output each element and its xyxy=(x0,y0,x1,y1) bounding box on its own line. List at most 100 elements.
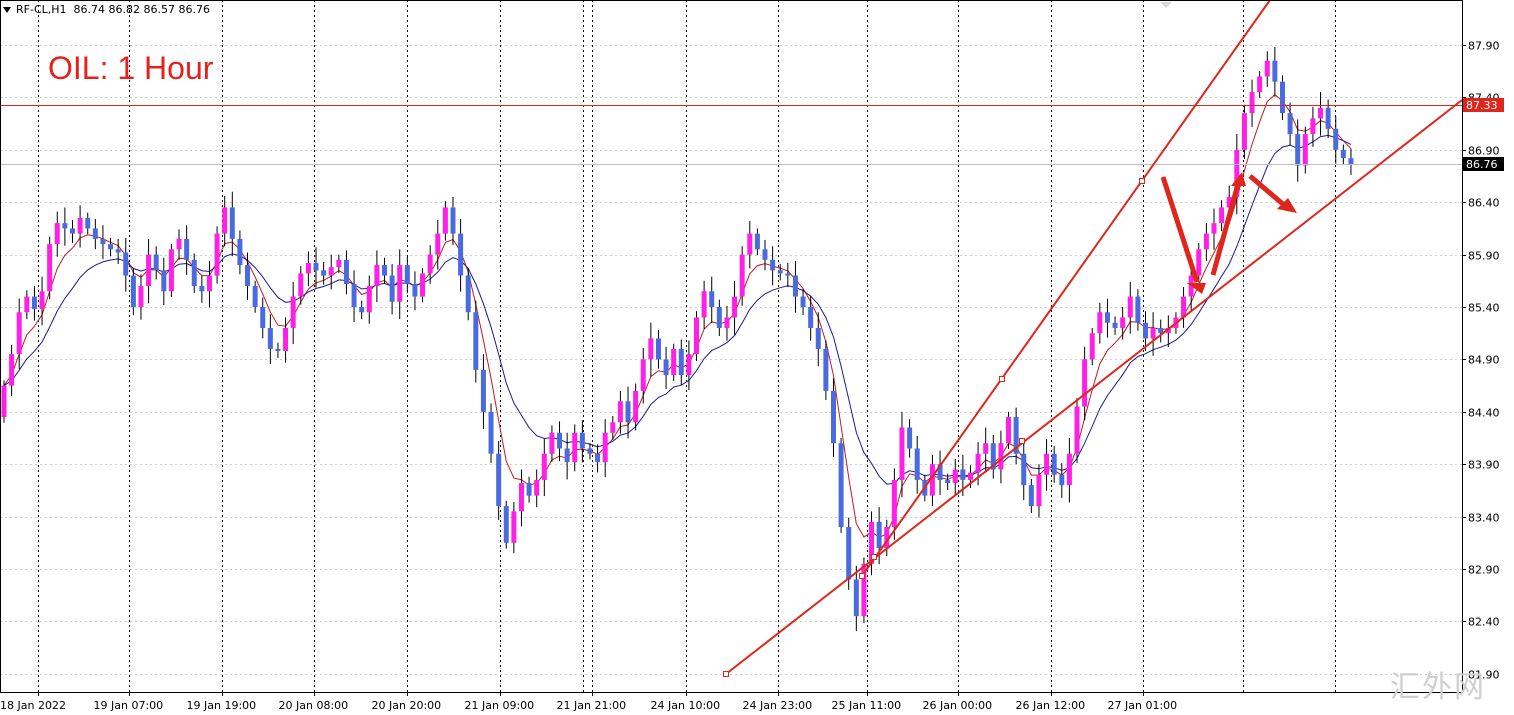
bear-candle xyxy=(945,479,951,484)
bull-candle xyxy=(366,286,372,313)
bear-candle xyxy=(1272,60,1278,82)
bull-candle xyxy=(1127,296,1133,318)
bull-candle xyxy=(633,390,639,423)
bear-candle xyxy=(754,233,760,250)
bull-candle xyxy=(1234,149,1240,197)
bull-candle xyxy=(1150,327,1156,339)
bear-candle xyxy=(1279,81,1285,114)
bear-candle xyxy=(351,283,357,307)
chart-shift-marker xyxy=(1160,2,1172,8)
bull-candle xyxy=(1165,327,1171,334)
bull-candle xyxy=(47,244,53,292)
bear-candle xyxy=(503,506,509,543)
bull-candle xyxy=(442,207,448,234)
bull-candle xyxy=(435,233,441,255)
bear-candle xyxy=(823,348,829,391)
chart-title: OIL: 1 Hour xyxy=(48,50,214,86)
bull-candle xyxy=(427,254,433,274)
arrow-right-head xyxy=(1277,198,1297,213)
bear-candle xyxy=(412,283,418,297)
level-price-tag xyxy=(1463,98,1504,112)
ma-slow-line xyxy=(3,134,1352,485)
bear-candle xyxy=(260,307,266,328)
bear-candle xyxy=(815,327,821,349)
bull-candle xyxy=(983,443,989,454)
bull-candle xyxy=(305,262,311,274)
bull-candle xyxy=(952,469,958,484)
bear-candle xyxy=(808,307,814,328)
arrow-up-shaft xyxy=(1210,183,1241,276)
upper-trend-line xyxy=(861,0,1271,577)
x-tick-label: 26 Jan 12:00 xyxy=(1016,699,1086,712)
watermark: 汇外网 xyxy=(1390,670,1486,705)
bear-candle xyxy=(267,327,273,349)
bull-candle xyxy=(1264,60,1270,77)
ma-fast-line xyxy=(3,94,1352,538)
bear-candle xyxy=(488,411,494,454)
bear-candle xyxy=(382,265,387,276)
bear-candle xyxy=(92,228,98,239)
x-tick-label: 19 Jan 19:00 xyxy=(187,699,257,712)
bear-candle xyxy=(785,273,791,276)
bear-candle xyxy=(389,275,395,302)
bear-candle xyxy=(161,270,167,292)
bear-candle xyxy=(876,521,882,549)
bull-candle xyxy=(16,312,22,355)
bear-candle xyxy=(770,259,776,271)
bear-candle xyxy=(1059,474,1065,486)
bear-candle xyxy=(564,448,570,463)
bull-candle xyxy=(998,443,1004,470)
bull-candle xyxy=(214,233,220,276)
bull-candle xyxy=(298,273,304,297)
bear-candle xyxy=(62,223,68,229)
bull-candle xyxy=(1181,296,1187,318)
bull-candle xyxy=(138,286,144,307)
bear-candle xyxy=(465,275,471,313)
bear-candle xyxy=(229,207,235,239)
bear-candle xyxy=(678,348,684,376)
bull-candle xyxy=(891,479,897,528)
bull-candle xyxy=(648,338,654,360)
bull-candle xyxy=(511,511,517,543)
bull-candle xyxy=(884,527,890,549)
bull-candle xyxy=(1066,453,1072,486)
bear-candle xyxy=(1104,312,1110,323)
y-tick-label: 84.90 xyxy=(1468,354,1500,367)
bear-candle xyxy=(709,291,715,307)
bull-candle xyxy=(724,317,730,328)
y-tick-label: 82.40 xyxy=(1468,616,1500,629)
x-tick-label: 24 Jan 10:00 xyxy=(651,699,721,712)
bear-candle xyxy=(800,296,806,307)
bear-candle xyxy=(123,252,129,276)
bull-candle xyxy=(1036,474,1042,507)
bull-candle xyxy=(617,401,623,423)
bull-candle xyxy=(1249,92,1255,114)
lower-trend-line xyxy=(725,99,1463,675)
bull-candle xyxy=(1203,233,1209,250)
bull-candle xyxy=(222,207,228,234)
bull-candle xyxy=(1219,207,1225,224)
chart-menu-icon[interactable] xyxy=(3,6,11,13)
x-tick-label: 26 Jan 00:00 xyxy=(923,699,993,712)
chart-header: RF-CL,H1 86.74 86.82 86.57 86.76 xyxy=(0,3,210,16)
ohlc-values: 86.74 86.82 86.57 86.76 xyxy=(73,3,210,16)
bull-candle xyxy=(374,265,380,287)
bull-candle xyxy=(541,453,547,480)
level-price-label: 87.33 xyxy=(1466,99,1498,112)
current-price-tag xyxy=(1463,157,1504,171)
bear-candle xyxy=(853,579,859,617)
bull-candle xyxy=(39,291,45,310)
bear-candle xyxy=(130,275,136,307)
bear-candle xyxy=(1348,158,1354,165)
bull-candle xyxy=(732,296,738,318)
bear-candle xyxy=(184,238,190,260)
bear-candle xyxy=(191,259,197,287)
x-tick-label: 25 Jan 11:00 xyxy=(832,699,902,712)
bear-candle xyxy=(830,390,836,444)
bull-candle xyxy=(747,233,753,255)
bear-candle xyxy=(1333,128,1339,150)
bull-candle xyxy=(640,359,646,391)
bear-candle xyxy=(960,469,966,480)
bear-candle xyxy=(69,228,75,234)
y-tick-label: 85.40 xyxy=(1468,302,1500,315)
